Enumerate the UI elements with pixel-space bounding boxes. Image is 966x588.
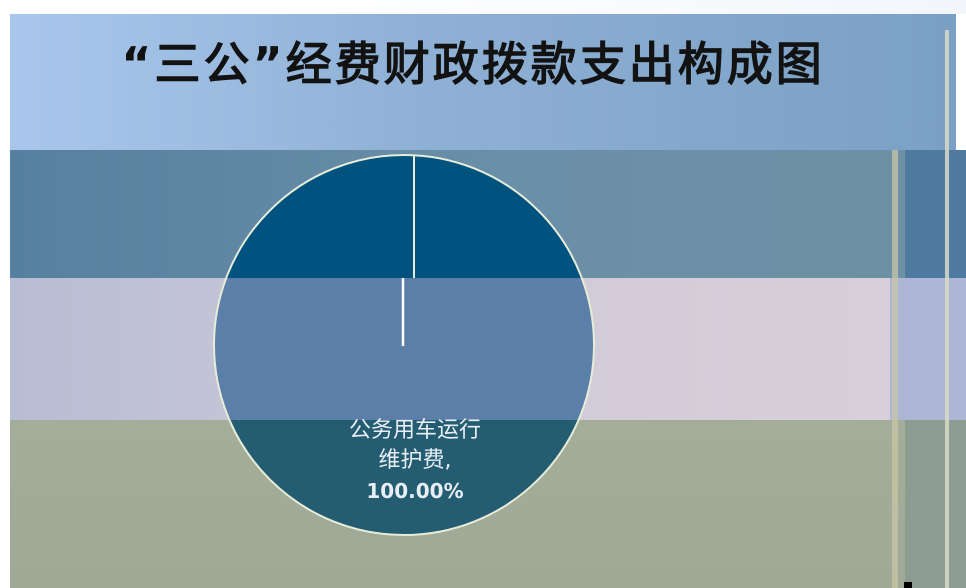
pie-slice — [228, 420, 580, 536]
chart-title: “三公”经费财政拨款支出构成图 — [121, 37, 825, 91]
background-band — [0, 0, 966, 14]
pie-slice — [213, 278, 595, 420]
slice-label-name-line1: 公务用车运行 — [348, 418, 481, 443]
background-band — [890, 278, 966, 420]
slice-label: 公务用车运行 维护费, 100.00% — [300, 416, 530, 506]
divider-line — [945, 30, 949, 588]
divider-line — [892, 150, 898, 588]
corner-mark — [904, 582, 912, 588]
slice-label-name-line2: 维护费, — [378, 448, 452, 473]
background-band — [10, 14, 956, 164]
background-band — [905, 150, 966, 280]
background-band — [905, 420, 966, 588]
pie-slice — [225, 154, 583, 278]
slice-label-percent: 100.00% — [366, 479, 464, 503]
